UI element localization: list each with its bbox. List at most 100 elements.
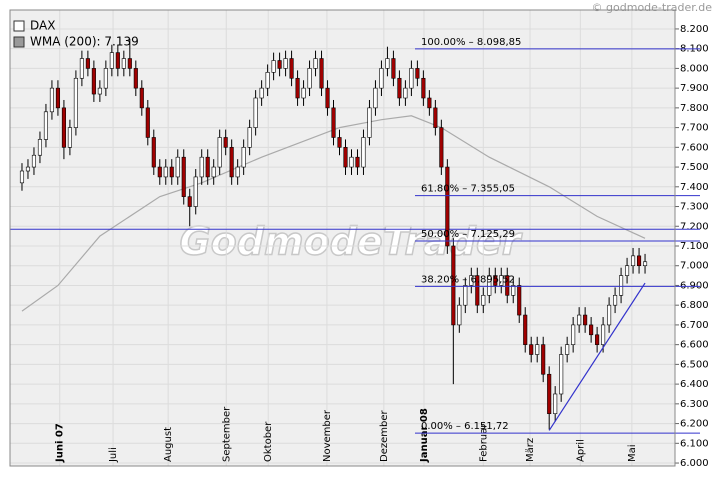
- copyright: © godmode-trader.de: [592, 1, 713, 14]
- candle-body: [97, 87, 102, 95]
- candle-body: [151, 137, 156, 168]
- candle-body: [283, 58, 288, 69]
- x-tick-label: Juli: [108, 447, 119, 463]
- candle-body: [373, 87, 378, 109]
- candle-body: [493, 275, 498, 286]
- candle-body: [505, 275, 510, 296]
- candle-body: [49, 87, 54, 113]
- candle-body: [175, 156, 180, 178]
- fib-label: 38.20% – 6.895,52: [421, 274, 515, 285]
- candle-body: [529, 344, 534, 355]
- x-tick-label: September: [221, 406, 232, 462]
- legend-label: WMA (200): 7.139: [30, 35, 139, 49]
- candle-body: [379, 68, 384, 89]
- x-tick-label: April: [575, 439, 586, 462]
- candle-body: [121, 58, 126, 69]
- legend-label: DAX: [30, 19, 55, 33]
- candle-body: [565, 344, 570, 355]
- candle-body: [133, 68, 138, 89]
- candle-body: [187, 196, 192, 207]
- candle-body: [115, 52, 120, 69]
- x-tick-label: November: [322, 409, 333, 462]
- candle-body: [589, 324, 594, 336]
- candle-body: [229, 147, 234, 178]
- candle-body: [553, 393, 558, 415]
- x-tick-label: Mai: [627, 444, 638, 462]
- candle-body: [439, 127, 444, 168]
- candle-body: [241, 147, 246, 168]
- candle-body: [571, 324, 576, 345]
- candle-body: [163, 166, 168, 178]
- candle-body: [265, 72, 270, 89]
- candle-body: [235, 166, 240, 178]
- y-tick-label: 7.100: [680, 241, 709, 252]
- candle-body: [451, 245, 456, 326]
- candle-body: [277, 60, 282, 69]
- candle-body: [205, 156, 210, 178]
- candle-body: [385, 58, 390, 69]
- candle-body: [403, 87, 408, 99]
- x-tick-label: Juni 07: [55, 423, 66, 463]
- y-tick-label: 7.000: [680, 261, 709, 272]
- y-tick-label: 7.300: [680, 202, 709, 213]
- candle-body: [259, 87, 264, 99]
- candle-body: [109, 52, 114, 69]
- x-tick-label: Oktober: [263, 421, 274, 462]
- fib-label: 0.00% – 6.151,72: [421, 421, 509, 432]
- candle-body: [445, 166, 450, 247]
- candle-body: [223, 137, 228, 148]
- candle-body: [85, 58, 90, 69]
- candle-body: [301, 87, 306, 99]
- x-tick-label: Januar 08: [419, 408, 430, 463]
- x-tick-label: Dezember: [379, 410, 390, 462]
- candle-body: [19, 170, 25, 184]
- y-tick-label: 8.000: [680, 63, 709, 74]
- candle-body: [433, 107, 438, 128]
- fib-label: 50.00% – 7.125,29: [421, 229, 515, 240]
- candle-body: [145, 107, 150, 138]
- candle-body: [331, 107, 336, 138]
- candle-body: [211, 166, 216, 178]
- candle-body: [181, 156, 186, 197]
- candle-body: [595, 334, 600, 345]
- candle-body: [295, 77, 300, 99]
- candle-body: [487, 275, 492, 296]
- candle-body: [319, 58, 324, 89]
- candle-body: [67, 127, 72, 148]
- fib-label: 61.80% – 7.355,05: [421, 184, 515, 195]
- candle-body: [367, 107, 372, 138]
- plot-frame: [9, 9, 676, 467]
- candle-body: [577, 314, 582, 326]
- y-tick-label: 7.500: [680, 162, 709, 173]
- x-tick-label: August: [163, 427, 174, 462]
- candle-body: [535, 344, 540, 355]
- candle-body: [193, 176, 198, 207]
- y-tick-label: 7.900: [680, 83, 709, 94]
- candle-body: [313, 58, 318, 69]
- y-tick-label: 7.800: [680, 103, 709, 114]
- candle-body: [61, 107, 66, 148]
- candle-body: [469, 275, 474, 286]
- candle-body: [157, 166, 162, 178]
- candle-body: [103, 68, 108, 89]
- candle-body: [457, 304, 462, 326]
- candle-body: [325, 87, 330, 109]
- y-tick-label: 6.200: [680, 419, 709, 430]
- candle-body: [397, 77, 402, 99]
- candle-body: [601, 324, 606, 345]
- candle-body: [637, 255, 642, 267]
- candle-body: [79, 58, 84, 79]
- y-tick-label: 6.600: [680, 340, 709, 351]
- candle-body: [427, 97, 432, 109]
- y-tick-label: 7.400: [680, 182, 709, 193]
- y-tick-label: 6.300: [680, 399, 709, 410]
- candle-body: [421, 77, 426, 99]
- candle-body: [631, 255, 636, 267]
- candle-body: [217, 137, 222, 168]
- candle-body: [391, 58, 396, 79]
- candle-body: [517, 285, 522, 316]
- candle-body: [247, 127, 252, 148]
- candle-body: [607, 304, 612, 326]
- candle-body: [511, 285, 516, 296]
